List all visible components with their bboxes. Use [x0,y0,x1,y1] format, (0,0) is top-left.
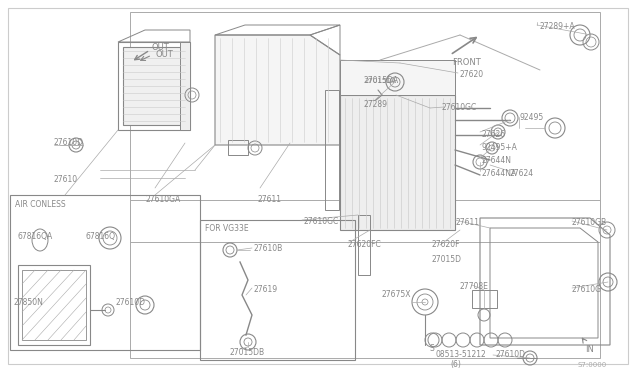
Text: 27620: 27620 [460,70,484,79]
Polygon shape [215,35,340,145]
Text: 92495: 92495 [519,113,543,122]
Bar [340,60,455,95]
Bar [118,42,190,130]
Text: 27610G: 27610G [572,285,602,294]
Text: 67816Q: 67816Q [85,232,115,241]
Bar [123,47,185,125]
Text: 27610GB: 27610GB [572,218,607,227]
Bar [130,12,600,242]
Text: 27015DA: 27015DA [363,76,398,85]
Text: AIR CONLESS: AIR CONLESS [15,200,66,209]
Text: FOR VG33E: FOR VG33E [205,224,248,233]
Polygon shape [180,42,190,130]
Text: 27610B: 27610B [254,244,284,253]
Text: (6): (6) [450,360,461,369]
Text: 27620F: 27620F [432,240,461,249]
Text: 27289: 27289 [363,100,387,109]
Text: 27624: 27624 [510,169,534,178]
Bar [10,195,200,350]
Text: 27626: 27626 [481,130,505,139]
Text: 27611: 27611 [258,195,282,204]
Text: 27610D: 27610D [54,138,84,147]
Text: IN: IN [585,345,594,354]
Bar [130,200,600,358]
Bar [340,95,455,230]
Text: 27015DB: 27015DB [230,348,265,357]
Text: OUT: OUT [152,43,170,52]
Text: 27644N: 27644N [481,156,511,165]
Text: 27610: 27610 [54,175,78,184]
Bar [200,220,355,360]
Text: 27610GA: 27610GA [145,195,180,204]
Text: 27015DA: 27015DA [365,78,397,84]
Bar [472,290,497,308]
Text: 27610GC: 27610GC [442,103,477,112]
Text: 92495+A: 92495+A [481,143,517,152]
Text: 27675X: 27675X [382,290,412,299]
Bar [228,140,248,155]
Bar [358,215,370,275]
Text: 27644NA: 27644NA [481,169,516,178]
Text: 27850N: 27850N [14,298,44,307]
Text: 27708E: 27708E [460,282,489,291]
Text: FRONT: FRONT [452,58,481,67]
Bar [325,90,339,210]
Text: 27611: 27611 [455,218,479,227]
Text: OUT: OUT [155,50,173,59]
Text: 08513-51212: 08513-51212 [435,350,486,359]
Text: 27015D: 27015D [432,255,462,264]
Text: S: S [429,344,434,353]
Text: 27620FC: 27620FC [348,240,381,249]
Text: 27610D: 27610D [495,350,525,359]
Text: 67816QA: 67816QA [18,232,53,241]
Text: 27610GC: 27610GC [303,217,339,226]
Text: 27610D: 27610D [115,298,145,307]
Text: 27619: 27619 [254,285,278,294]
Text: S7:0000: S7:0000 [577,362,606,368]
Text: 27289+A: 27289+A [540,22,575,31]
